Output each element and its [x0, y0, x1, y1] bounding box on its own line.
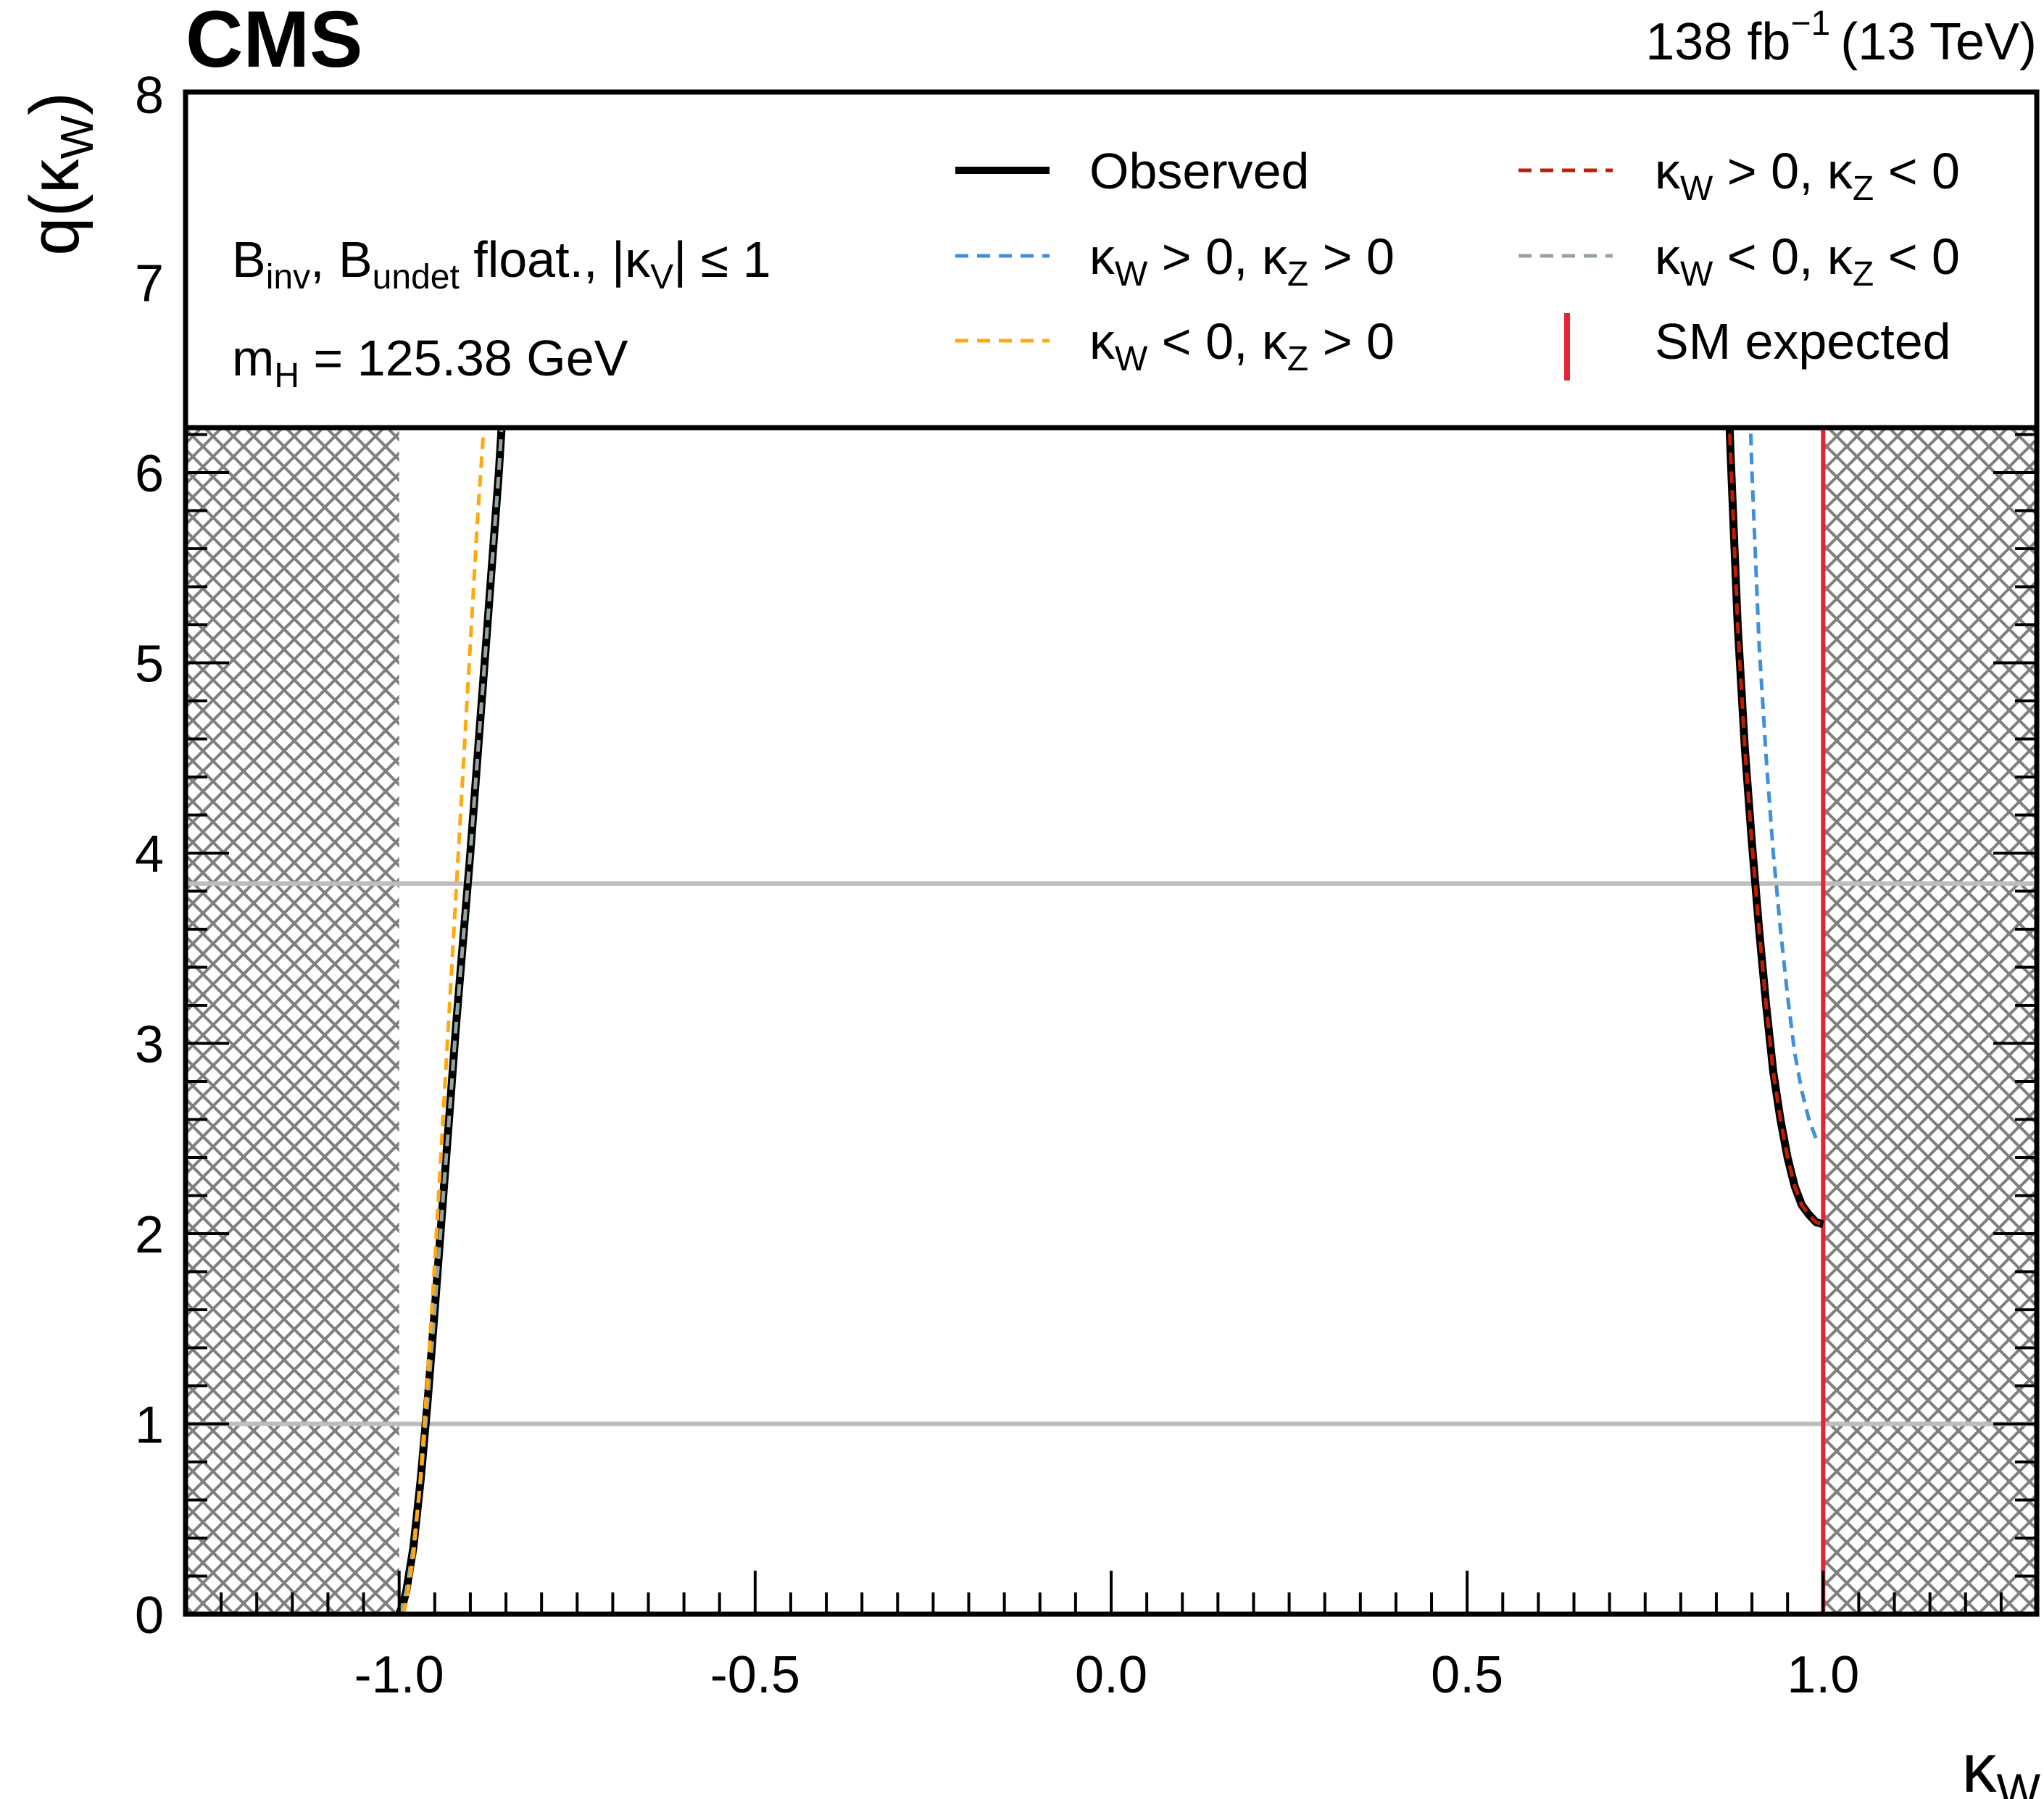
- legend-label-sm-expected: SM expected: [1655, 313, 1951, 370]
- legend-label-wneg-zneg: κW < 0, κZ < 0: [1655, 228, 1960, 294]
- x-tick-label: 0.5: [1431, 1646, 1503, 1704]
- series-curve-2: [1725, 358, 1824, 1226]
- x-tick-label: 1.0: [1787, 1646, 1859, 1704]
- energy-value: (13 TeV): [1840, 13, 2037, 71]
- x-tick-labels: -1.0 -0.5 0.0 0.5 1.0: [354, 1646, 1860, 1704]
- x-tick-label: 0.0: [1075, 1646, 1147, 1704]
- series-curve-4: [401, 358, 494, 1614]
- experiment-label: CMS: [186, 0, 362, 84]
- y-tick-label: 6: [135, 445, 164, 503]
- legend-entry-wpos-zpos: κW > 0, κZ > 0: [955, 228, 1395, 294]
- mass-annotation: mH = 125.38 GeV: [232, 330, 628, 395]
- legend-entry-wpos-zneg: κW > 0, κZ < 0: [1519, 143, 1960, 208]
- y-tick-label: 5: [135, 636, 164, 694]
- y-tick-label: 3: [135, 1016, 164, 1074]
- legend-box: [183, 89, 2040, 431]
- y-tick-label: 4: [135, 826, 164, 884]
- y-tick-label: 0: [135, 1587, 164, 1645]
- legend-label-wpos-zneg: κW > 0, κZ < 0: [1655, 143, 1960, 208]
- y-tick-labels: 0 1 2 3 4 5 6 7 8: [135, 67, 164, 1645]
- legend-label-wpos-zpos: κW > 0, κZ > 0: [1089, 228, 1395, 294]
- legend-entry-observed: Observed: [955, 143, 1309, 199]
- legend-entry-wneg-zpos: κW < 0, κZ > 0: [955, 313, 1395, 378]
- scan-curves: [395, 358, 1824, 1614]
- y-tick-label: 1: [135, 1397, 164, 1455]
- legend-entry-sm-expected: SM expected: [1564, 313, 1951, 381]
- reference-lines: [186, 881, 2037, 1426]
- legend-label-wneg-zpos: κW < 0, κZ > 0: [1089, 313, 1395, 378]
- y-axis-title: q(κW): [16, 92, 103, 256]
- y-tick-label: 7: [135, 255, 164, 313]
- y-tick-label: 2: [135, 1206, 164, 1264]
- nuisance-annotation: Binv, Bundet float., |κV| ≤ 1: [232, 231, 771, 296]
- lumi-exponent: −1: [1790, 4, 1830, 43]
- legend-entry-wneg-zneg: κW < 0, κZ < 0: [1519, 228, 1960, 294]
- legend-label-observed: Observed: [1089, 143, 1309, 199]
- y-tick-label: 8: [135, 67, 164, 125]
- series-curve-5: [1746, 358, 1818, 1139]
- x-tick-label: -0.5: [710, 1646, 800, 1704]
- x-tick-label: -1.0: [354, 1646, 444, 1704]
- luminosity-value: 138 fb: [1645, 13, 1790, 71]
- lumi-energy-label: 138 fb−1 (13 TeV): [1645, 4, 2037, 71]
- series-curve-3: [397, 358, 508, 1614]
- x-axis-title: κW: [1962, 1729, 2041, 1799]
